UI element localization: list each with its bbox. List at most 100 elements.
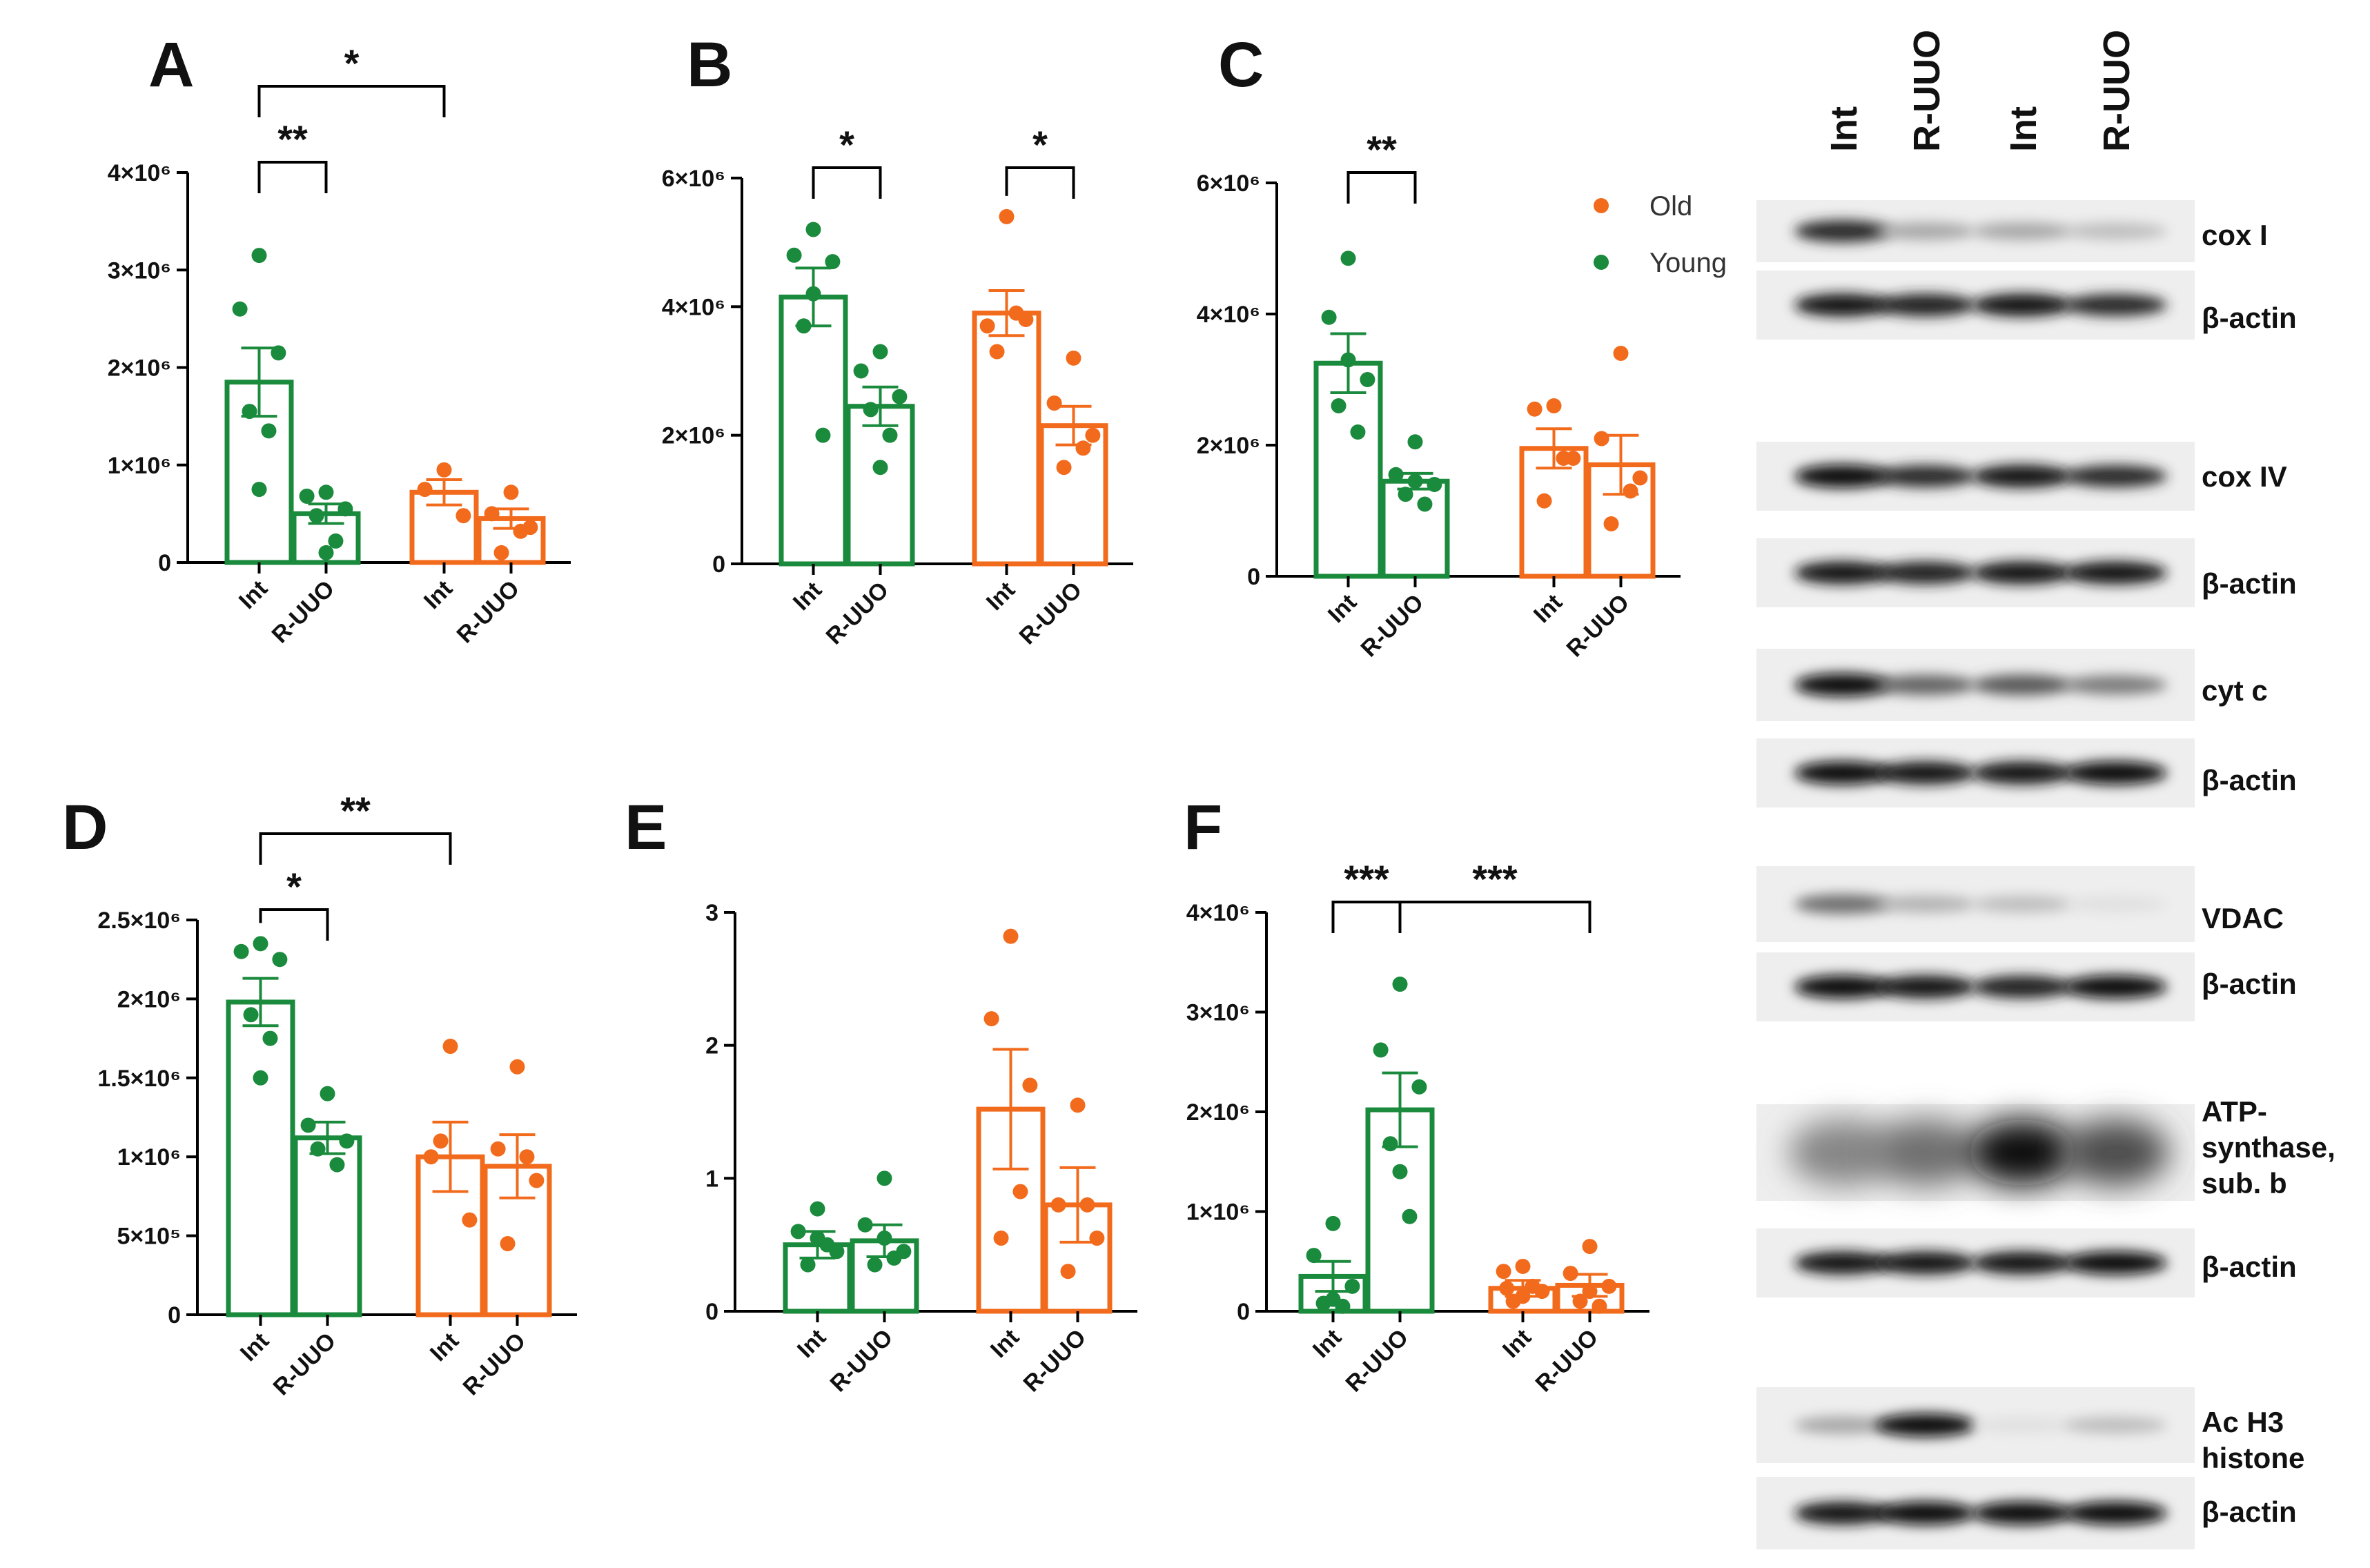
blot-protein-label-line: histone <box>2202 1442 2304 1474</box>
significance-bracket <box>1346 171 1417 204</box>
data-point <box>243 1007 259 1023</box>
bar <box>293 1135 362 1317</box>
bar <box>1313 360 1383 579</box>
y-tick-label: 3 <box>705 900 718 926</box>
blot-protein-label: β-actin <box>2202 302 2297 334</box>
x-tick-label: R-UUO <box>821 577 894 650</box>
blot-band <box>1794 293 1891 317</box>
data-point <box>886 1250 902 1266</box>
data-point <box>233 943 249 959</box>
data-point <box>1085 427 1101 443</box>
data-point <box>882 427 898 443</box>
blot-band <box>1972 561 2073 585</box>
data-point <box>299 488 315 504</box>
data-point <box>1382 1136 1398 1152</box>
y-tick-label: 6×10⁶ <box>662 166 725 192</box>
y-tick-label: 2×10⁶ <box>1197 433 1260 459</box>
data-point <box>261 423 277 439</box>
data-point <box>1594 431 1609 447</box>
blot-band <box>2064 1416 2167 1434</box>
data-point <box>1525 1278 1540 1294</box>
y-tick-label: 6×10⁶ <box>1197 170 1260 197</box>
data-point <box>1556 451 1571 466</box>
y-tick-label: 3×10⁶ <box>1186 1000 1250 1026</box>
data-point <box>1601 1278 1617 1294</box>
data-point <box>1613 346 1629 361</box>
blot-band <box>1875 1251 1976 1275</box>
data-point <box>442 1039 458 1055</box>
blot-band <box>1972 464 2073 488</box>
data-point <box>1075 440 1091 456</box>
blot-band <box>1875 561 1976 585</box>
data-point <box>1344 1278 1360 1294</box>
blot-protein-label: β-actin <box>2202 1251 2297 1283</box>
data-point <box>872 460 888 476</box>
data-point <box>1373 1042 1389 1058</box>
data-point <box>417 482 433 498</box>
panel-letter-e: E <box>625 792 667 863</box>
blot-band <box>1875 895 1976 913</box>
data-point <box>1325 1291 1341 1307</box>
data-point <box>310 1141 326 1157</box>
blot-band <box>1972 975 2073 999</box>
data-point <box>253 936 268 952</box>
y-tick-label: 0 <box>712 551 725 578</box>
y-tick-label: 1.5×10⁶ <box>97 1066 181 1092</box>
data-point <box>1417 496 1433 512</box>
data-point <box>529 1173 545 1188</box>
data-point <box>232 301 248 317</box>
data-point <box>1388 467 1404 482</box>
data-point <box>853 363 869 379</box>
data-point <box>262 1030 278 1046</box>
data-point <box>1360 372 1375 387</box>
blot-band <box>1875 674 1976 696</box>
bar <box>778 294 848 567</box>
data-point <box>1402 1208 1418 1224</box>
data-point <box>1563 1266 1578 1282</box>
data-point <box>1325 1215 1341 1231</box>
blot-protein-label-line: synthase, <box>2202 1131 2335 1164</box>
data-point <box>318 484 334 500</box>
blot-protein-label: VDAC <box>2202 902 2284 934</box>
data-point <box>484 506 500 522</box>
blot-band <box>2064 222 2167 240</box>
blot-band <box>2064 1251 2167 1275</box>
blot-band <box>1794 673 1891 697</box>
data-point <box>272 952 288 968</box>
data-point <box>1582 1284 1598 1300</box>
data-point <box>1340 352 1356 368</box>
blot-band <box>1972 293 2073 317</box>
x-tick-label: R-UUO <box>1355 589 1429 663</box>
data-point <box>1411 1079 1427 1095</box>
data-point <box>863 402 879 418</box>
legend-label-old: Old <box>1649 191 1692 222</box>
blot-protein-label: β-actin <box>2202 567 2297 600</box>
data-point <box>786 247 802 263</box>
significance-label: * <box>1032 123 1048 166</box>
significance-bracket <box>1005 166 1075 199</box>
data-point <box>1603 516 1619 531</box>
legend: Old Young <box>1594 191 1727 278</box>
significance-label: * <box>839 123 854 166</box>
blot-protein-label: cox I <box>2202 219 2268 251</box>
data-point <box>1582 1239 1598 1255</box>
blot-band <box>2064 561 2167 585</box>
data-point <box>329 1157 345 1173</box>
data-point <box>318 545 334 560</box>
data-point <box>1536 493 1552 509</box>
data-point <box>1321 309 1337 325</box>
data-point <box>872 344 888 360</box>
blot-band <box>1794 464 1891 488</box>
blot-band <box>1875 1413 1976 1437</box>
data-point <box>423 1149 439 1165</box>
data-point <box>500 1236 516 1252</box>
x-tick-label: R-UUO <box>268 1328 341 1401</box>
x-tick-label: Int <box>1498 1324 1536 1363</box>
significance-bracket <box>259 832 452 865</box>
data-point <box>1079 1197 1095 1213</box>
data-point <box>867 1257 883 1273</box>
data-point <box>1499 1280 1515 1296</box>
x-tick-label: R-UUO <box>1340 1324 1413 1398</box>
